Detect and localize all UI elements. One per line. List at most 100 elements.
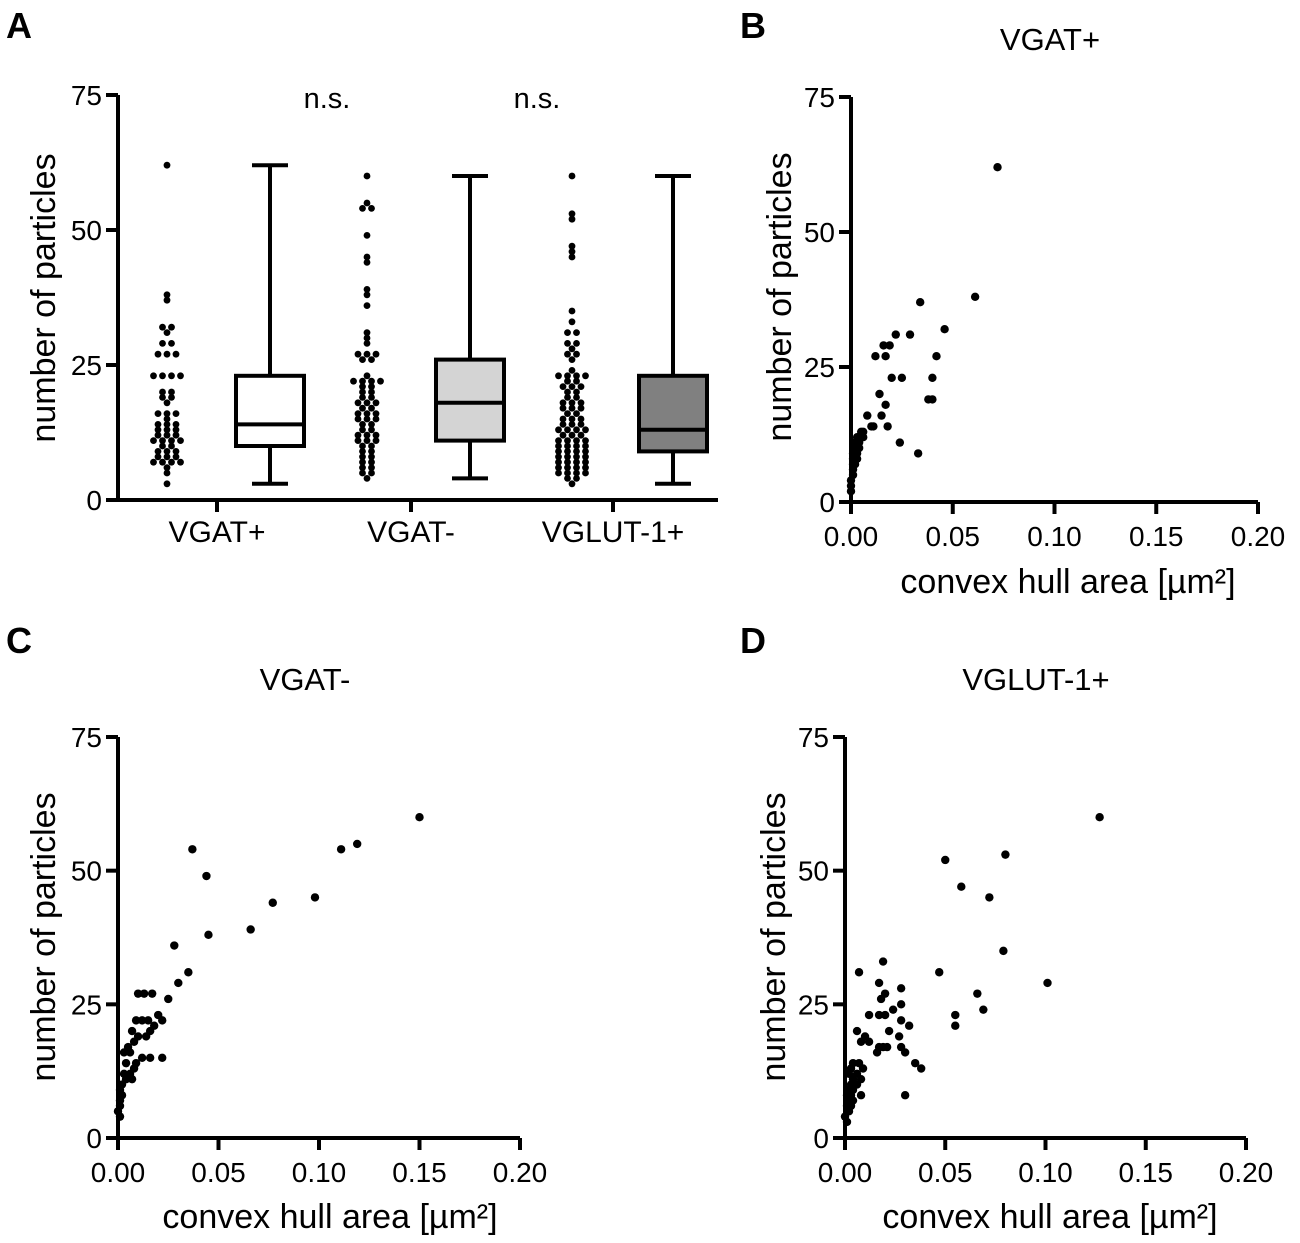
dot-point (555, 372, 562, 380)
scatter-point (895, 438, 905, 447)
dot-point (163, 464, 171, 471)
dot-point (577, 399, 585, 407)
x-tick-label: 0.05 (926, 521, 981, 552)
scatter-point (170, 941, 179, 950)
dot-point (368, 383, 375, 390)
dot-point (363, 350, 371, 358)
dot-point (573, 475, 580, 482)
scatter-point (913, 449, 923, 458)
dot-point (573, 329, 580, 336)
dot-point (564, 377, 571, 385)
scatter-point (864, 1010, 874, 1020)
scatter-point (204, 930, 213, 940)
panel-d-ylabel: number of particles (755, 792, 793, 1081)
scatter-point (993, 163, 1002, 172)
dot-point (368, 426, 375, 434)
dot-point (154, 410, 162, 417)
dot-point (368, 442, 375, 450)
dot-point (368, 464, 375, 471)
dot-point (573, 442, 580, 450)
dot-point (359, 383, 366, 390)
dot-point (150, 372, 157, 380)
scatter-point (352, 839, 362, 849)
panel-a-y-tick-label: 25 (71, 350, 102, 381)
x-tick-label: 0.00 (91, 1157, 146, 1188)
dot-point (177, 458, 184, 466)
dot-point (568, 253, 576, 261)
dot-point (368, 388, 375, 396)
dot-point (368, 448, 375, 455)
scatter-point (147, 989, 157, 998)
dot-point (163, 399, 171, 407)
dot-point (168, 372, 175, 380)
panel-c-title: VGAT- (260, 662, 351, 697)
panel-a-ylabel: number of particles (25, 153, 63, 442)
dot-point (363, 334, 371, 342)
dot-point (159, 340, 166, 347)
y-tick-label: 25 (71, 989, 102, 1020)
x-tick-label: 0.05 (191, 1157, 246, 1188)
scatter-point (880, 1010, 890, 1020)
dot-point (568, 215, 576, 223)
dot-point (577, 404, 585, 412)
box (434, 357, 506, 443)
scatter-point (336, 845, 346, 854)
dot-point (363, 172, 371, 180)
dot-point (363, 431, 371, 439)
dot-point (372, 431, 380, 439)
y-tick-label: 0 (819, 487, 835, 518)
scatter-point (131, 1016, 141, 1025)
panel-label-b: B (740, 5, 766, 46)
y-tick-label: 75 (798, 722, 829, 753)
dot-point (354, 431, 362, 439)
panel-c-xlabel: convex hull area [µm²] (162, 1198, 497, 1236)
dot-point (568, 415, 576, 423)
panel-c-ylabel: number of particles (25, 792, 63, 1081)
y-tick-label: 0 (86, 1123, 102, 1154)
scatter-point (143, 1016, 153, 1025)
panel-b-ylabel: number of particles (761, 152, 799, 441)
dot-point (573, 453, 580, 461)
dot-point (555, 464, 562, 471)
dot-point (568, 210, 576, 218)
scatter-point (864, 1037, 874, 1046)
dot-point (555, 458, 562, 466)
scatter-point (910, 1058, 920, 1068)
dot-point (582, 448, 589, 455)
scatter-point (858, 1064, 868, 1073)
scatter-point (125, 1048, 135, 1057)
dot-point (359, 458, 366, 466)
dot-point (568, 345, 576, 353)
panel-a-y-tick-label: 50 (71, 215, 102, 246)
dot-point (163, 350, 171, 358)
scatter-point (119, 1048, 129, 1057)
scatter-point (129, 1037, 139, 1046)
dot-point (564, 448, 571, 455)
dot-point (577, 421, 585, 428)
dot-point (573, 350, 580, 358)
dot-point (573, 458, 580, 466)
dot-point (359, 426, 366, 434)
scatter-point (184, 968, 193, 977)
dot-point (564, 426, 571, 434)
scatter-point (842, 1117, 852, 1127)
dot-point (368, 404, 375, 412)
dot-point (150, 458, 157, 466)
x-tick-label: 0.10 (1027, 521, 1082, 552)
dot-point (564, 458, 571, 466)
x-tick-label: 0.20 (1231, 521, 1286, 552)
dot-point (163, 329, 171, 336)
dot-point (573, 377, 580, 385)
dot-point (568, 399, 576, 407)
scatter-point (897, 373, 907, 382)
dot-point (559, 415, 567, 423)
annotation-ns-1: n.s. (304, 83, 351, 115)
scatter-point (158, 1053, 167, 1063)
dot-point (372, 399, 380, 407)
scatter-point (310, 893, 320, 902)
scatter-point (139, 989, 149, 998)
scatter-point (268, 898, 277, 907)
y-tick-label: 75 (804, 82, 835, 113)
scatter-point (846, 487, 856, 496)
